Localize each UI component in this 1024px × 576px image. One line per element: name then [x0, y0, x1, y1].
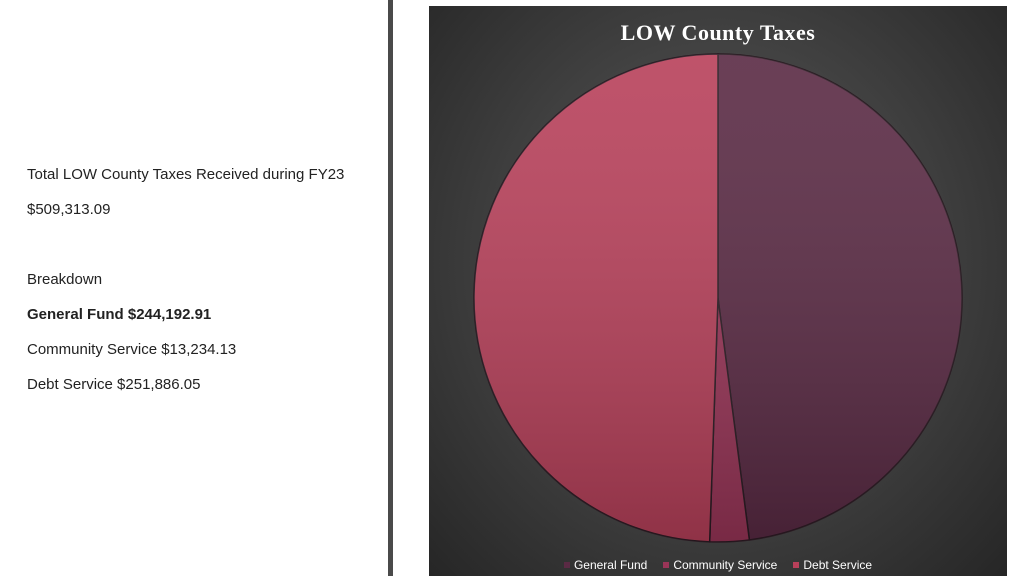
debt-service-line: Debt Service $251,886.05	[27, 376, 201, 393]
legend-swatch-debt-service	[793, 562, 800, 568]
total-label: Total LOW County Taxes Received during F…	[27, 166, 345, 183]
pie-slice-general-fund	[717, 53, 963, 541]
legend-label-debt-service: Debt Service	[803, 558, 873, 572]
legend-swatch-general-fund	[563, 562, 570, 568]
legend-item-general-fund: General Fund	[563, 558, 648, 572]
summary-panel: Total LOW County Taxes Received during F…	[0, 0, 388, 576]
chart-title: LOW County Taxes	[620, 20, 816, 45]
pie-slice-debt-service	[473, 53, 719, 543]
legend-item-community-service: Community Service	[663, 558, 777, 572]
legend-swatch-community-service	[663, 562, 670, 568]
legend-item-debt-service: Debt Service	[793, 558, 872, 572]
breakdown-label: Breakdown	[27, 271, 103, 288]
vertical-divider	[388, 0, 393, 576]
legend-label-general-fund: General Fund	[573, 558, 648, 572]
total-value: $509,313.09	[27, 201, 111, 218]
community-service-line: Community Service $13,234.13	[27, 341, 237, 358]
legend-label-community-service: Community Service	[673, 558, 778, 572]
pie-chart: LOW County Taxes General Fund Community S…	[429, 6, 1007, 576]
chart-legend: General Fund Community Service Debt Servic…	[429, 558, 1007, 572]
pie-plot	[473, 53, 963, 543]
general-fund-line: General Fund $244,192.91	[27, 306, 212, 323]
